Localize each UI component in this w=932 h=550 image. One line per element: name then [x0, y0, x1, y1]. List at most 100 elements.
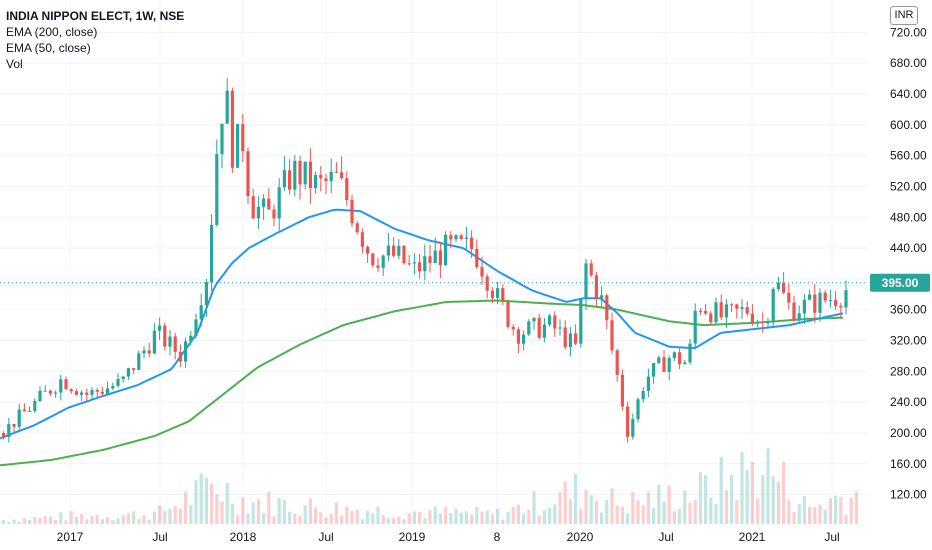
volume-bar	[43, 516, 47, 524]
time-tick-label: 2020	[567, 530, 594, 544]
candle-down	[230, 90, 234, 168]
volume-bar	[568, 499, 572, 524]
volume-bar	[641, 505, 645, 524]
volume-bar	[797, 504, 801, 524]
volume-bar	[189, 505, 193, 524]
volume-bar	[230, 503, 234, 524]
volume-bar	[236, 514, 240, 524]
candle-up	[17, 409, 21, 427]
candle-up	[189, 335, 193, 342]
symbol-title[interactable]: INDIA NIPPON ELECT, 1W, NSE	[6, 9, 185, 23]
volume-bar	[620, 506, 624, 524]
candle-up	[444, 234, 448, 266]
volume-bar	[719, 456, 723, 524]
candle-down	[2, 432, 6, 437]
volume-bar	[688, 502, 692, 524]
volume-bar	[397, 516, 401, 524]
ema50-line	[0, 208, 844, 440]
volume-bar	[246, 513, 250, 524]
volume-bar	[818, 504, 822, 524]
candle-down	[350, 200, 354, 224]
volume-bar	[371, 513, 375, 524]
price-tick-label: 600.00	[890, 118, 927, 132]
volume-bar	[319, 512, 323, 524]
candle-down	[178, 351, 182, 362]
volume-bar	[225, 483, 229, 524]
volume-bar	[745, 469, 749, 524]
candle-down	[698, 310, 702, 312]
volume-bar	[792, 511, 796, 524]
candle-up	[204, 281, 208, 306]
volume-bar	[366, 510, 370, 524]
candle-down	[376, 265, 380, 268]
price-axis[interactable]: 720.00 680.00 640.00 600.00 560.00 520.00 480.…	[890, 25, 927, 501]
volume-bar	[646, 492, 650, 524]
candle-up	[303, 161, 307, 185]
legend: INDIA NIPPON ELECT, 1W, NSE EMA (200, cl…	[6, 8, 184, 72]
ema50-label[interactable]: EMA (50, close)	[6, 41, 91, 55]
candle-down	[589, 263, 593, 276]
candle-up	[262, 198, 266, 207]
volume-bar	[386, 518, 390, 524]
ema200-label[interactable]: EMA (200, close)	[6, 25, 98, 39]
volume-bar	[698, 472, 702, 524]
volume-bar	[100, 519, 104, 524]
volume-bar	[714, 503, 718, 524]
price-tick-label: 440.00	[890, 241, 927, 255]
volume-bar	[28, 520, 32, 524]
candle-up	[433, 250, 437, 264]
candle-up	[33, 401, 37, 411]
volume-bar	[303, 505, 307, 524]
volume-bar	[407, 512, 411, 524]
price-tick-label: 720.00	[890, 25, 927, 39]
volume-bar	[7, 521, 11, 524]
candle-down	[823, 292, 827, 301]
volume-bar	[808, 506, 812, 524]
volume-bar	[470, 514, 474, 524]
volume-bar	[610, 488, 614, 524]
volume-bar	[537, 515, 541, 524]
price-tick-label: 160.00	[890, 457, 927, 471]
volume-bar	[771, 476, 775, 524]
volume-bar	[324, 517, 328, 524]
volume-bar	[631, 491, 635, 524]
volume-bar	[724, 489, 728, 524]
candle-up	[667, 358, 671, 372]
volume-bar	[412, 511, 416, 524]
volume-bar	[95, 514, 99, 524]
candle-up	[568, 333, 572, 348]
candle-up	[7, 424, 11, 437]
volume-bar	[823, 509, 827, 524]
candle-down	[813, 294, 817, 313]
candle-up	[277, 187, 281, 219]
volume-bar	[652, 507, 656, 524]
candle-up	[756, 321, 760, 324]
volume-label[interactable]: Vol	[6, 57, 23, 71]
currency-badge[interactable]: INR	[890, 6, 918, 25]
volume-bar	[402, 519, 406, 524]
candle-down	[48, 390, 52, 394]
candle-up	[740, 307, 744, 309]
volume-bar	[485, 510, 489, 524]
volume-bar	[220, 501, 224, 524]
candle-down	[132, 368, 136, 370]
volume-bar	[834, 495, 838, 524]
volume-bar	[776, 481, 780, 524]
candle-up	[38, 390, 42, 402]
volume-bar	[548, 507, 552, 524]
volume-bar	[730, 474, 734, 524]
candle-up	[199, 305, 203, 320]
volume-bar	[360, 519, 364, 524]
volume-bar	[22, 518, 26, 524]
volume-bar	[600, 512, 604, 524]
candle-up	[496, 288, 500, 298]
candle-down	[792, 302, 796, 321]
volume-bar	[657, 484, 661, 524]
candle-up	[80, 392, 84, 395]
time-tick-label: 2019	[399, 530, 426, 544]
time-axis[interactable]: 2017 Jul 2018 Jul 2019 8 2020 Jul 2021 Jul	[57, 530, 840, 544]
volume-bar	[262, 513, 266, 524]
volume-bar	[137, 519, 141, 524]
